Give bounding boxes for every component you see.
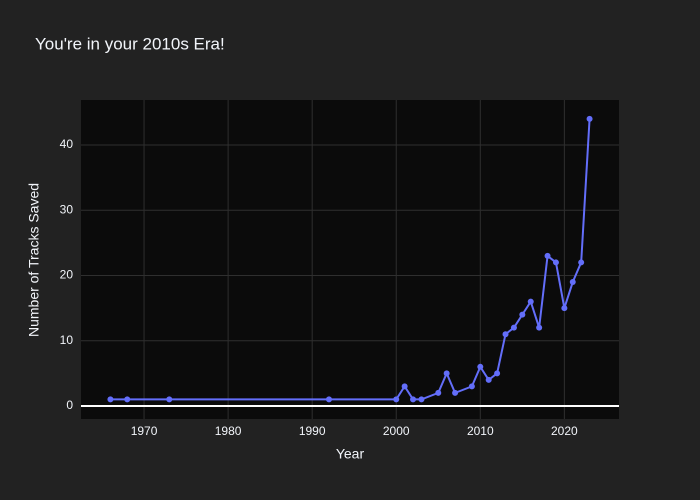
data-point [485, 376, 492, 383]
data-point [502, 331, 509, 338]
data-point [418, 396, 425, 403]
x-tick-label: 2010 [467, 424, 494, 438]
data-point [166, 396, 173, 403]
data-point [107, 396, 114, 403]
data-point [510, 324, 517, 331]
x-tick-label: 2020 [551, 424, 578, 438]
data-point [578, 259, 585, 266]
y-tick-label: 40 [60, 137, 74, 151]
data-point [494, 370, 501, 377]
chart-title: You're in your 2010s Era! [35, 34, 225, 53]
y-tick-label: 30 [60, 202, 74, 216]
x-tick-label: 2000 [383, 424, 410, 438]
y-axis-title: Number of Tracks Saved [26, 183, 42, 337]
x-tick-label: 1990 [299, 424, 326, 438]
data-point [561, 305, 568, 312]
y-tick-label: 10 [60, 333, 74, 347]
data-point [536, 324, 543, 331]
data-point [519, 311, 526, 318]
x-tick-label: 1970 [131, 424, 158, 438]
plot-layer: 1970 1980 1990 2000 2010 2020 0 10 20 30 40 [60, 100, 619, 438]
data-point [569, 279, 576, 286]
y-tick-label: 20 [60, 268, 74, 282]
data-point [452, 389, 459, 396]
x-axis-title: Year [336, 446, 365, 462]
data-point [544, 252, 551, 259]
data-point [477, 363, 484, 370]
data-point [443, 370, 450, 377]
x-tick-label: 1980 [215, 424, 242, 438]
data-point [586, 115, 593, 122]
data-point [124, 396, 131, 403]
data-point [435, 389, 442, 396]
plot-area [81, 100, 619, 419]
data-point [468, 383, 475, 390]
data-point [552, 259, 559, 266]
data-point [401, 383, 408, 390]
data-point [325, 396, 332, 403]
data-point [393, 396, 400, 403]
data-point [410, 396, 417, 403]
y-tick-label: 0 [66, 398, 73, 412]
data-point [527, 298, 534, 305]
